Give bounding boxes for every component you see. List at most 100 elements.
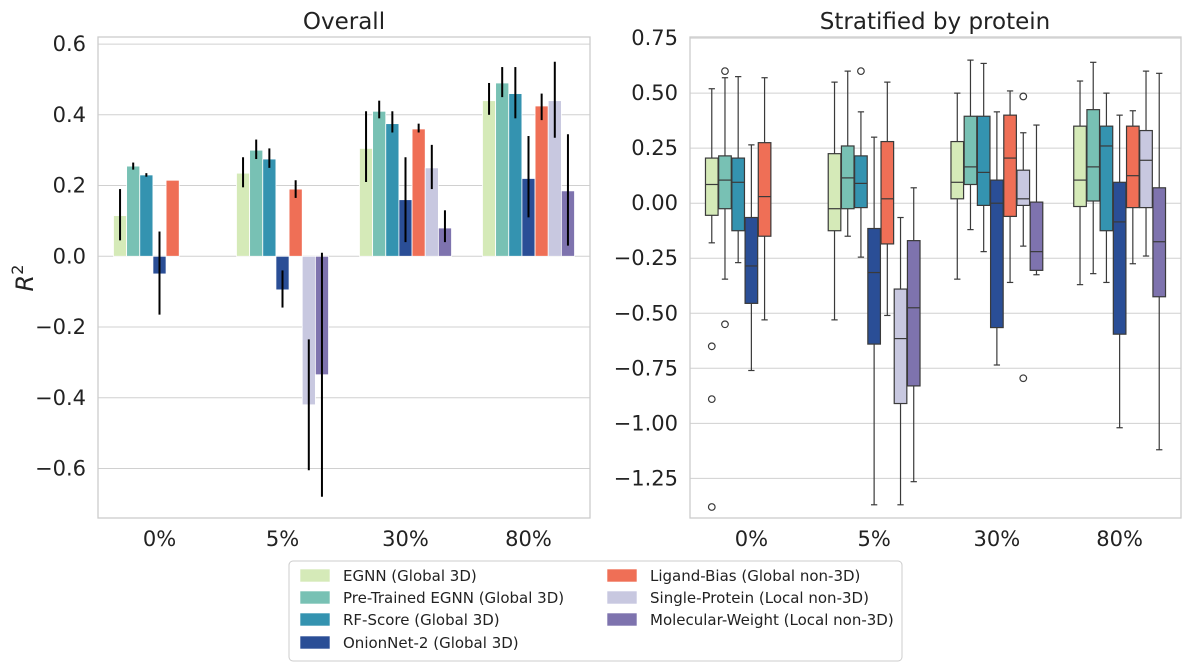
legend-label: Pre-Trained EGNN (Global 3D) xyxy=(343,589,564,607)
legend-swatch xyxy=(606,568,638,583)
bar xyxy=(372,110,387,257)
outlier-point xyxy=(721,320,729,329)
overall-gridlines xyxy=(98,43,590,469)
outlier-point xyxy=(1019,374,1028,383)
legend-label: Ligand-Bias (Global non-3D) xyxy=(650,567,860,585)
y-tick-label: −0.25 xyxy=(614,246,678,270)
box xyxy=(1073,125,1087,208)
box xyxy=(1112,181,1127,335)
y-tick-label: −0.50 xyxy=(614,301,678,325)
legend: EGNN (Global 3D) Pre-Trained EGNN (Global… xyxy=(288,560,903,662)
outlier-point xyxy=(857,67,865,76)
legend-swatch xyxy=(299,568,331,583)
bar xyxy=(165,179,180,257)
legend-swatch xyxy=(299,590,331,605)
y-tick-label: −1.00 xyxy=(614,411,678,435)
legend-item: Pre-Trained EGNN (Global 3D) xyxy=(299,589,564,607)
x-tick-label: 30% xyxy=(974,527,1021,551)
overall-bar-chart: Overall R2 −0.6 −0.4 −0.2 0.0 0.2 0.4 0.6 0% 5%… xyxy=(8,9,591,551)
box xyxy=(976,115,991,207)
box xyxy=(1029,201,1044,271)
box xyxy=(757,142,772,237)
y-axis-label-superscript: 2 xyxy=(8,265,27,275)
box xyxy=(1086,109,1101,202)
legend-items: EGNN (Global 3D) Pre-Trained EGNN (Global… xyxy=(299,567,894,652)
y-tick-label: 0.50 xyxy=(631,81,678,105)
bar xyxy=(249,149,264,257)
box xyxy=(854,155,868,209)
outlier-point xyxy=(707,395,716,404)
overall-x-ticks: 0% 5% 30% 80% xyxy=(143,527,552,551)
bar xyxy=(262,158,277,257)
bar xyxy=(411,128,426,257)
box xyxy=(906,240,921,387)
y-tick-label: 0.00 xyxy=(631,191,678,215)
outlier-point xyxy=(1019,92,1028,101)
stratified-gridlines xyxy=(690,37,1181,479)
y-tick-label: −0.4 xyxy=(35,386,86,410)
legend-item: Single-Protein (Local non-3D) xyxy=(606,589,869,607)
box xyxy=(731,157,746,232)
box xyxy=(893,288,908,405)
y-axis-label: R2 xyxy=(8,265,39,292)
outlier-point xyxy=(707,503,716,511)
y-tick-label: 0.6 xyxy=(53,32,86,56)
legend-frame xyxy=(288,560,903,662)
y-tick-label: 0.0 xyxy=(53,244,86,268)
bar xyxy=(534,105,549,257)
legend-label: Single-Protein (Local non-3D) xyxy=(650,589,869,607)
y-tick-label: 0.2 xyxy=(53,174,86,198)
x-tick-label: 30% xyxy=(382,527,429,551)
y-tick-label: −1.25 xyxy=(614,466,678,490)
legend-label: OnionNet-2 (Global 3D) xyxy=(343,634,519,652)
legend-swatch xyxy=(299,612,331,627)
box xyxy=(1016,169,1031,207)
overall-plot-frame xyxy=(97,36,591,519)
legend-label: Molecular-Weight (Local non-3D) xyxy=(650,611,894,629)
bar xyxy=(126,165,141,257)
box xyxy=(827,153,842,232)
box xyxy=(1003,114,1017,218)
box xyxy=(950,140,965,200)
bar xyxy=(482,100,497,257)
box xyxy=(963,115,978,186)
y-tick-label: 0.4 xyxy=(53,103,86,127)
box xyxy=(880,140,895,245)
x-tick-label: 5% xyxy=(857,527,890,551)
x-tick-label: 5% xyxy=(266,527,299,551)
legend-label: EGNN (Global 3D) xyxy=(343,567,477,585)
legend-item: RF-Score (Global 3D) xyxy=(299,611,500,629)
y-tick-label: −0.2 xyxy=(35,315,86,339)
legend-swatch xyxy=(299,635,331,650)
box xyxy=(867,227,882,345)
legend-item: Ligand-Bias (Global non-3D) xyxy=(606,567,860,585)
stratified-x-ticks: 0% 5% 30% 80% xyxy=(735,527,1143,551)
outlier-point xyxy=(721,67,729,76)
box xyxy=(744,216,759,304)
x-tick-label: 0% xyxy=(735,527,768,551)
box xyxy=(1139,129,1153,209)
legend-swatch xyxy=(606,612,638,627)
legend-item: OnionNet-2 (Global 3D) xyxy=(299,634,519,652)
stratified-y-ticks: 0.75 0.50 0.25 0.00 −0.25 −0.50 −0.75 −1.00 −1.2… xyxy=(614,26,678,490)
x-tick-label: 80% xyxy=(505,527,552,551)
y-tick-label: −0.75 xyxy=(614,356,678,380)
stratified-plot-frame xyxy=(689,36,1182,519)
x-tick-label: 0% xyxy=(143,527,176,551)
overall-title: Overall xyxy=(303,9,385,35)
y-tick-label: 0.75 xyxy=(631,26,678,50)
legend-label: RF-Score (Global 3D) xyxy=(343,611,500,629)
box xyxy=(704,157,719,216)
box xyxy=(1099,125,1114,232)
stratified-box-chart: Stratified by protein 0.75 0.50 0.25 0.00 −0… xyxy=(614,9,1182,551)
overall-bars xyxy=(113,61,575,497)
bar xyxy=(288,188,303,257)
box xyxy=(718,155,732,210)
bar xyxy=(495,82,510,257)
outlier-point xyxy=(707,342,716,351)
bar xyxy=(385,123,400,257)
box xyxy=(989,179,1004,329)
stratified-title: Stratified by protein xyxy=(820,9,1050,35)
y-tick-label: −0.6 xyxy=(35,456,86,480)
